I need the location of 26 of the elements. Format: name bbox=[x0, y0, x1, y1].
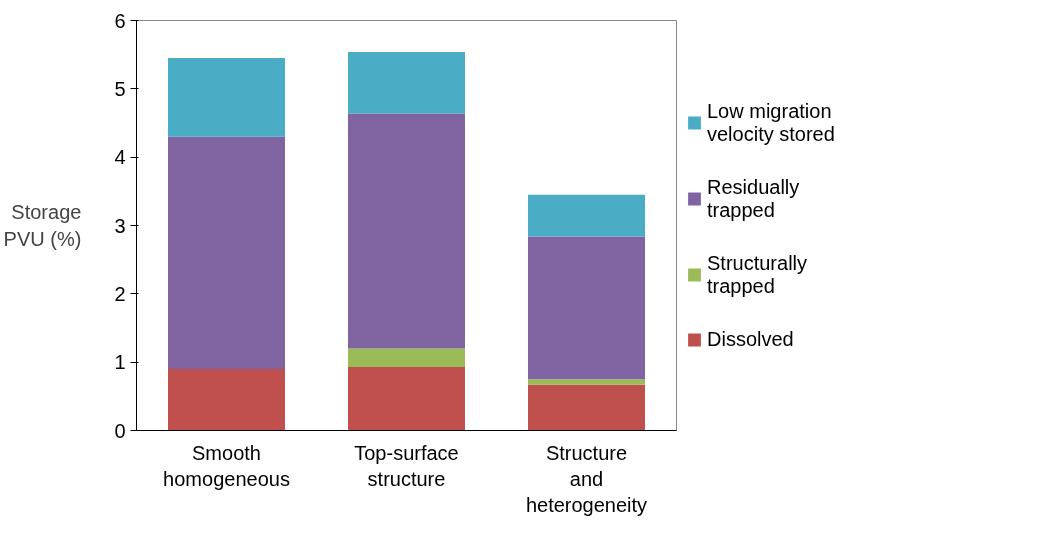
y-tick-label: 0 bbox=[114, 419, 126, 442]
bar bbox=[168, 58, 285, 137]
y-tick-label: 5 bbox=[114, 77, 126, 100]
bar bbox=[348, 51, 465, 114]
bar bbox=[528, 379, 645, 385]
bar bbox=[528, 384, 645, 431]
bar bbox=[168, 136, 285, 369]
bar bbox=[528, 194, 645, 237]
x-tick-label: Smooth homogeneous bbox=[163, 441, 290, 490]
y-tick-label: 1 bbox=[114, 351, 126, 374]
bar bbox=[168, 369, 285, 431]
y-axis-title: Storage PVU (%) bbox=[3, 201, 82, 250]
y-tick-label: 4 bbox=[114, 146, 126, 169]
bar bbox=[348, 348, 465, 367]
bar bbox=[528, 236, 645, 380]
legend-label: Dissolved bbox=[707, 327, 794, 351]
bar bbox=[348, 113, 465, 349]
y-tick-label: 3 bbox=[114, 214, 126, 237]
legend-label: Low migration velocity stored bbox=[707, 99, 835, 146]
bar bbox=[348, 366, 465, 431]
y-tick-label: 6 bbox=[114, 9, 126, 32]
legend-label: Structurally trapped bbox=[707, 251, 808, 298]
y-tick-label: 2 bbox=[114, 282, 126, 305]
legend-label: Residually trapped bbox=[707, 175, 800, 222]
x-tick-label: Top-surface structure bbox=[354, 441, 459, 490]
x-tick-label: Structure and heterogeneity bbox=[525, 441, 648, 517]
